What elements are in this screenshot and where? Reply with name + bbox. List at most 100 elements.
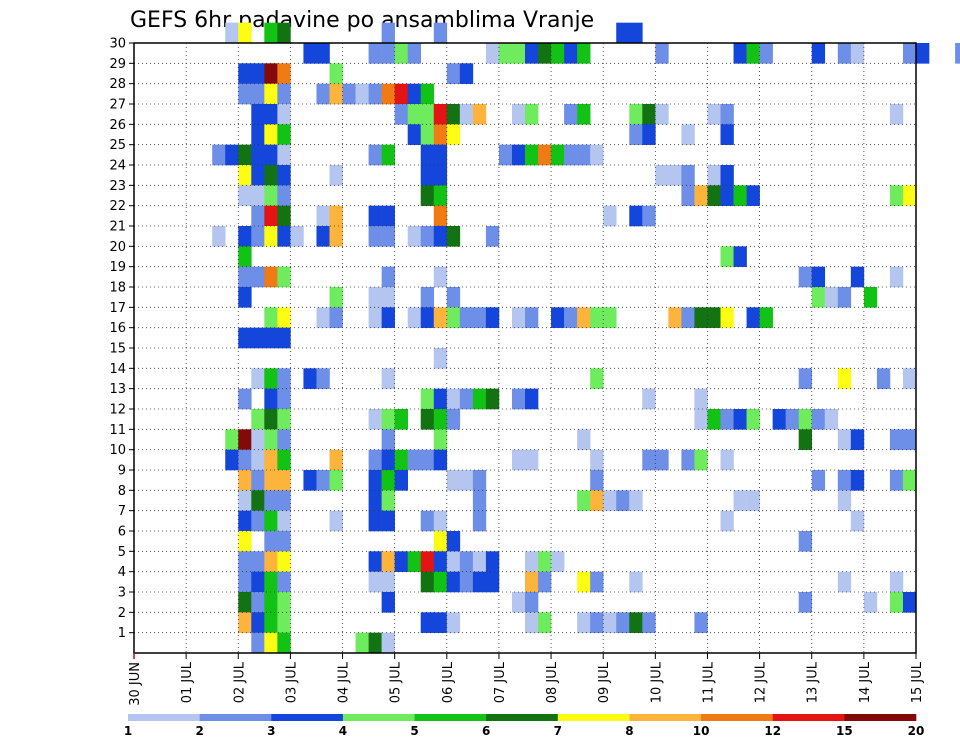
heatmap-cell (590, 368, 604, 389)
heatmap-cell (720, 165, 734, 186)
heatmap-cell (264, 531, 278, 552)
heatmap-cell (368, 307, 382, 328)
heatmap-cell (889, 104, 904, 125)
heatmap-cell (889, 266, 904, 288)
legend-swatch (557, 714, 630, 721)
heatmap-cell (629, 22, 643, 44)
heatmap-cell (329, 226, 343, 247)
heatmap-cell (251, 612, 265, 633)
heatmap-cell (485, 43, 500, 64)
heatmap-cell (251, 63, 265, 84)
y-tick-label: 25 (109, 138, 126, 153)
legend-label: 15 (836, 724, 853, 738)
heatmap-cell (277, 226, 291, 247)
heatmap-cell (485, 388, 500, 410)
heatmap-cell (433, 510, 448, 532)
heatmap-cell (407, 83, 422, 105)
heatmap-cell (655, 165, 669, 186)
legend-label: 8 (625, 724, 633, 738)
heatmap-cell (511, 449, 526, 471)
heatmap-cell (264, 449, 278, 471)
heatmap-cell (303, 470, 317, 491)
heatmap-cell (381, 490, 395, 511)
heatmap-cell (381, 510, 395, 532)
heatmap-cell (264, 83, 278, 105)
y-tick-label: 5 (118, 545, 126, 560)
legend-label: 12 (764, 724, 781, 738)
heatmap-cell (381, 409, 395, 430)
heatmap-cell (889, 185, 904, 206)
heatmap-cell (238, 449, 252, 471)
heatmap-cell (577, 490, 591, 511)
heatmap-cell (798, 531, 813, 552)
heatmap-cell (433, 571, 448, 593)
y-tick-label: 7 (118, 504, 126, 519)
heatmap-cell (590, 470, 604, 491)
x-tick-label: 09 JUL (597, 661, 612, 703)
y-tick-label: 1 (118, 626, 126, 641)
heatmap-cell (407, 307, 422, 328)
heatmap-cell (916, 43, 930, 64)
heatmap-cell (238, 165, 252, 186)
heatmap-cell (277, 449, 291, 471)
heatmap-cell (394, 104, 408, 125)
heatmap-cell (381, 144, 395, 166)
heatmap-cell (902, 592, 917, 613)
heatmap-cell (381, 83, 395, 105)
heatmap-cell (251, 551, 265, 572)
y-tick-label: 23 (109, 179, 126, 194)
heatmap-cell (525, 144, 539, 166)
heatmap-cell (707, 104, 721, 125)
heatmap-cell (629, 104, 643, 125)
heatmap-cell (225, 449, 239, 471)
heatmap-cell (681, 124, 695, 145)
heatmap-cell (733, 246, 747, 267)
heatmap-cell (238, 510, 252, 532)
heatmap-cell (420, 409, 435, 430)
heatmap-cell (472, 490, 487, 511)
heatmap-cell (303, 368, 317, 389)
y-tick-label: 27 (109, 98, 126, 113)
heatmap-cell (238, 226, 252, 247)
heatmap-cell (238, 429, 252, 450)
heatmap-cell (472, 104, 487, 125)
heatmap-cell (277, 165, 291, 186)
heatmap-cell (590, 571, 604, 593)
heatmap-cell (420, 165, 435, 186)
y-tick-label: 19 (109, 260, 126, 275)
heatmap-cell (225, 22, 239, 44)
heatmap-cell (446, 388, 461, 410)
heatmap-cell (629, 205, 643, 227)
legend-label: 4 (339, 724, 347, 738)
heatmap-cell (446, 531, 461, 552)
heatmap-cell (368, 144, 382, 166)
heatmap-cell (459, 63, 474, 84)
heatmap-cell (472, 388, 487, 410)
heatmap-cell (824, 409, 839, 430)
y-tick-label: 26 (109, 118, 126, 133)
y-tick-label: 4 (118, 565, 126, 580)
heatmap-cell (251, 266, 265, 288)
heatmap-cell (381, 226, 395, 247)
heatmap-cell (316, 307, 330, 328)
heatmap-cell (785, 409, 799, 430)
heatmap-cell (433, 104, 448, 125)
heatmap-cell (538, 144, 552, 166)
heatmap-cell (681, 165, 695, 186)
heatmap-cell (277, 388, 291, 410)
y-tick-label: 13 (109, 382, 126, 397)
heatmap-cell (603, 307, 617, 328)
heatmap-cell (238, 22, 252, 44)
x-tick-label: 08 JUL (545, 661, 560, 703)
heatmap-cell (316, 368, 330, 389)
heatmap-cell (694, 185, 708, 206)
heatmap-cell (707, 409, 721, 430)
heatmap-cell (720, 185, 734, 206)
heatmap-cell (355, 632, 369, 654)
heatmap-cell (433, 205, 448, 227)
heatmap-cell (525, 592, 539, 613)
heatmap-cell (433, 144, 448, 166)
heatmap-cell (381, 470, 395, 491)
legend-swatch (271, 714, 344, 721)
